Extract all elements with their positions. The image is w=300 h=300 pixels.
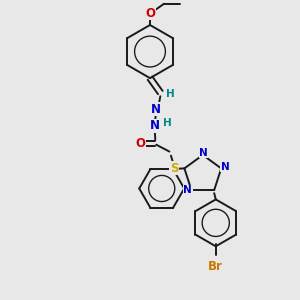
Text: Br: Br xyxy=(208,260,223,273)
Text: N: N xyxy=(199,148,208,158)
Text: N: N xyxy=(183,185,192,195)
Text: N: N xyxy=(220,162,230,172)
Text: O: O xyxy=(145,7,155,20)
Text: H: H xyxy=(166,89,175,99)
Text: H: H xyxy=(163,118,171,128)
Text: N: N xyxy=(150,119,160,132)
Text: N: N xyxy=(151,103,161,116)
Text: O: O xyxy=(135,136,145,150)
Text: S: S xyxy=(170,162,178,175)
